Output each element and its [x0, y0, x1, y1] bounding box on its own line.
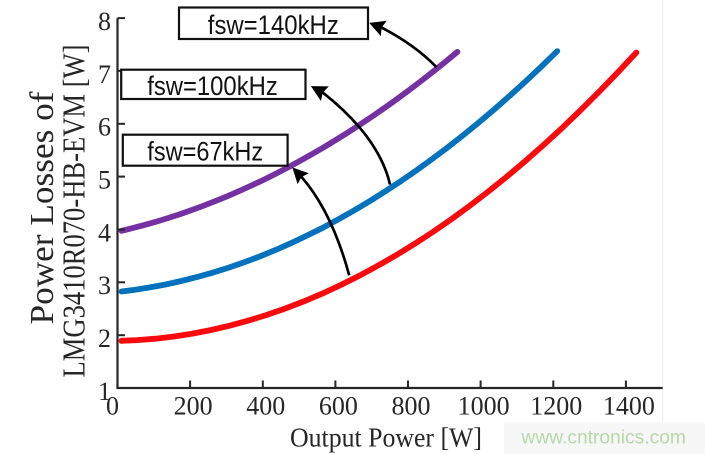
- svg-text:1: 1: [98, 377, 111, 406]
- svg-text:Output Power [W]: Output Power [W]: [290, 423, 482, 453]
- svg-text:1200: 1200: [530, 392, 582, 421]
- svg-text:7: 7: [98, 60, 111, 89]
- svg-text:www.cntronics.com: www.cntronics.com: [520, 428, 686, 449]
- svg-text:fsw=100kHz: fsw=100kHz: [147, 71, 278, 101]
- svg-text:fsw=67kHz: fsw=67kHz: [147, 137, 263, 167]
- svg-text:1400: 1400: [603, 392, 655, 421]
- svg-text:4: 4: [98, 218, 111, 247]
- svg-text:0: 0: [106, 392, 119, 421]
- svg-text:2: 2: [98, 324, 111, 353]
- svg-text:Power Losses of: Power Losses of: [24, 91, 61, 325]
- svg-text:LMG3410R070-HB-EVM [W]: LMG3410R070-HB-EVM [W]: [56, 45, 92, 378]
- svg-text:5: 5: [98, 166, 111, 195]
- svg-text:600: 600: [319, 392, 358, 421]
- svg-text:1000: 1000: [458, 392, 510, 421]
- svg-text:800: 800: [392, 392, 431, 421]
- svg-text:fsw=140kHz: fsw=140kHz: [208, 10, 339, 40]
- svg-text:400: 400: [246, 392, 285, 421]
- svg-text:3: 3: [98, 271, 111, 300]
- svg-text:8: 8: [98, 7, 111, 36]
- svg-text:200: 200: [174, 392, 213, 421]
- svg-text:6: 6: [98, 113, 111, 142]
